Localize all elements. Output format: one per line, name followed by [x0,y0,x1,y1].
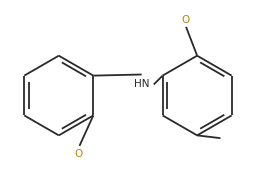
Text: HN: HN [134,79,150,89]
Text: O: O [181,15,190,25]
Text: O: O [75,149,83,159]
